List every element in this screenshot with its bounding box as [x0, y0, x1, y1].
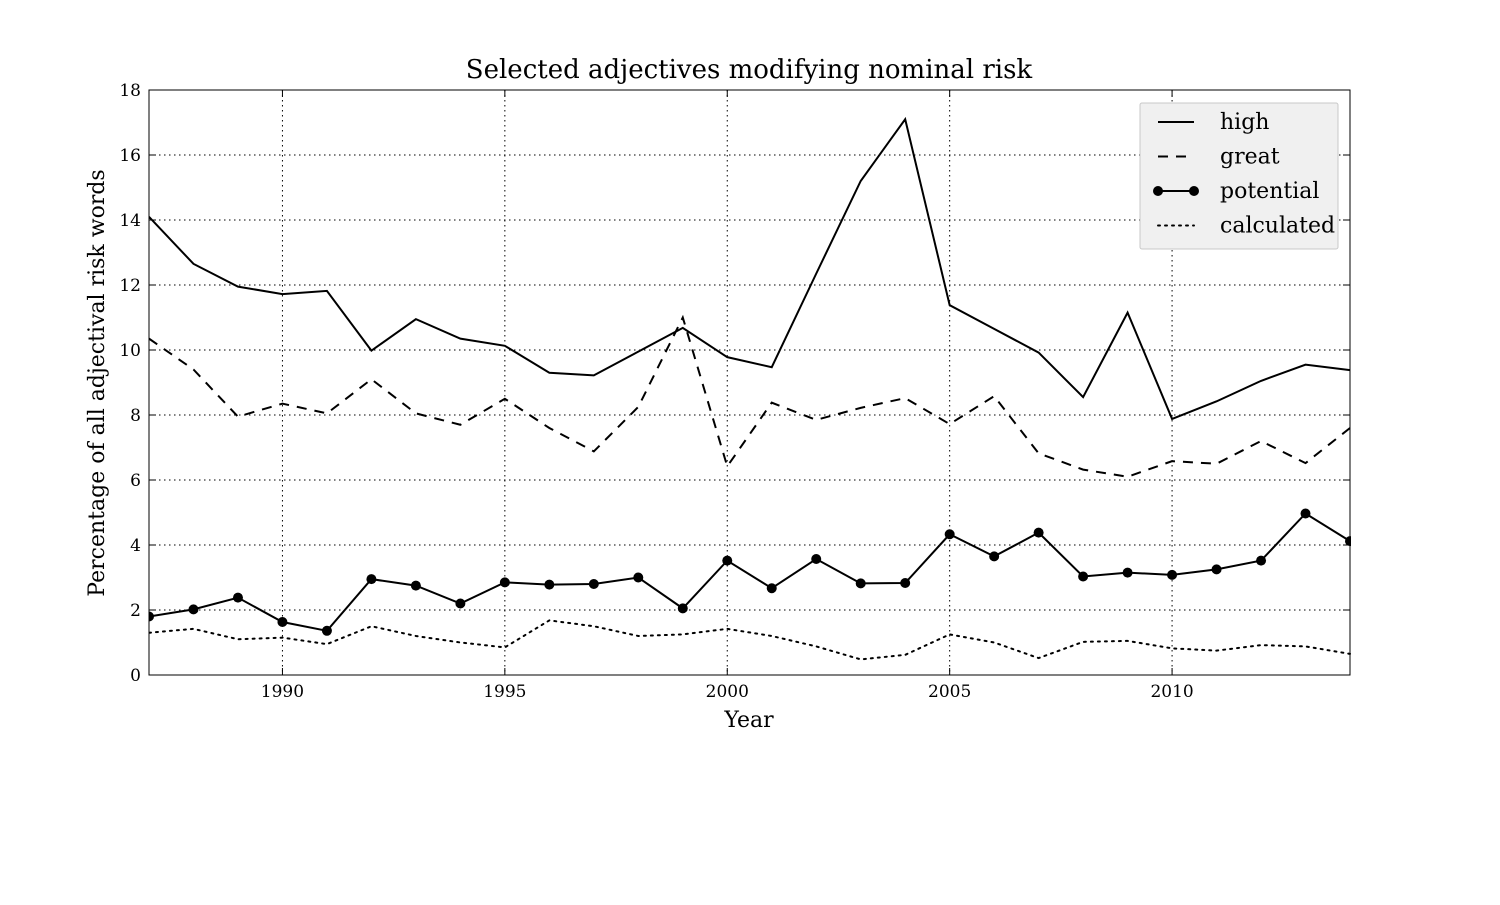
y-tick-label: 10 — [119, 341, 141, 361]
data-point-potential — [766, 583, 777, 594]
y-tick-label: 14 — [119, 211, 141, 231]
x-tick-label: 1995 — [483, 682, 526, 702]
data-point-potential — [1256, 555, 1267, 566]
y-tick-label: 8 — [130, 406, 141, 426]
series-line-great — [149, 314, 1351, 478]
data-point-potential — [1300, 508, 1311, 519]
data-point-potential — [1167, 569, 1178, 580]
y-axis-label: Percentage of all adjectival risk words — [85, 169, 110, 596]
y-tick-label: 18 — [119, 81, 141, 101]
y-tick-label: 0 — [130, 666, 141, 686]
data-point-potential — [633, 572, 644, 583]
data-point-potential — [1122, 567, 1133, 578]
data-point-potential — [855, 578, 866, 589]
y-tick-label: 6 — [130, 471, 141, 491]
data-point-potential — [149, 611, 154, 622]
plot-frame — [148, 89, 1351, 676]
data-point-potential — [277, 617, 288, 628]
data-point-potential — [232, 592, 243, 603]
data-point-potential — [722, 555, 733, 566]
x-axis-label: Year — [723, 708, 774, 733]
x-tick-label: 2010 — [1150, 682, 1193, 702]
data-point-potential — [366, 574, 377, 585]
data-point-potential — [455, 598, 466, 609]
chart-title: Selected adjectives modifying nominal ri… — [466, 55, 1033, 85]
series-line-potential — [149, 512, 1351, 632]
legend-label-high: high — [1220, 110, 1269, 135]
data-point-potential — [410, 580, 421, 591]
data-point-potential — [811, 553, 822, 564]
x-tick-label: 2005 — [928, 682, 971, 702]
data-point-potential — [544, 579, 555, 590]
legend-box — [1139, 102, 1339, 250]
data-point-potential — [188, 604, 199, 615]
y-tick-label: 16 — [119, 146, 141, 166]
y-tick-label: 12 — [119, 276, 141, 296]
data-point-potential — [1211, 564, 1222, 575]
series-line-high — [149, 116, 1351, 421]
series-line-calculated — [149, 619, 1351, 661]
x-tick-label: 1990 — [261, 682, 304, 702]
data-point-potential — [321, 625, 332, 636]
data-point-potential — [944, 529, 955, 540]
axis-ticks: 0 2 4 6 8 10 12 14 16 18 1990 1995 2000 2005 2010 — [119, 81, 1350, 702]
x-tick-label: 2000 — [706, 682, 749, 702]
data-point-potential — [1033, 527, 1044, 538]
y-tick-label: 2 — [130, 601, 141, 621]
legend-label-calculated: calculated — [1220, 214, 1335, 239]
data-point-potential — [989, 551, 1000, 562]
series-lines — [149, 116, 1351, 661]
data-point-potential — [677, 603, 688, 614]
legend: high great potential calculated — [1139, 102, 1339, 250]
legend-label-potential: potential — [1220, 179, 1319, 204]
legend-marker — [1189, 186, 1199, 196]
legend-label-great: great — [1220, 145, 1280, 170]
data-point-potential — [900, 578, 911, 589]
y-tick-label: 4 — [130, 536, 141, 556]
data-point-potential — [588, 579, 599, 589]
legend-marker — [1153, 186, 1163, 196]
grid-lines — [149, 90, 1350, 675]
data-point-potential — [1078, 571, 1089, 582]
data-point-potential — [499, 577, 510, 588]
